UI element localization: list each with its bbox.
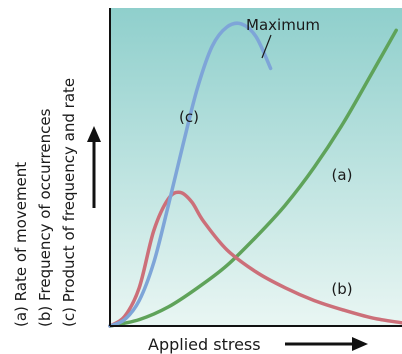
y-axis-label-b: (b) Frequency of occurrences [36, 108, 54, 327]
y-axis-arrow-icon [87, 126, 101, 208]
annotation-maximum: Maximum [246, 16, 320, 34]
series-line-a [108, 28, 398, 328]
x-axis-arrow-icon [285, 337, 368, 351]
series-label-b: (b) [331, 280, 352, 298]
series-layer [108, 21, 402, 328]
plot-area [110, 8, 402, 326]
y-axis-label-c: (c) Product of frequency and rate [60, 78, 78, 327]
series-label-c: (c) [179, 108, 199, 126]
series-line-b [108, 190, 402, 328]
y-axis-label-a: (a) Rate of movement [12, 162, 30, 327]
series-line-c [108, 21, 273, 328]
x-axis-label: Applied stress [148, 335, 261, 354]
series-label-a: (a) [332, 166, 353, 184]
annotation-leader [261, 34, 272, 59]
